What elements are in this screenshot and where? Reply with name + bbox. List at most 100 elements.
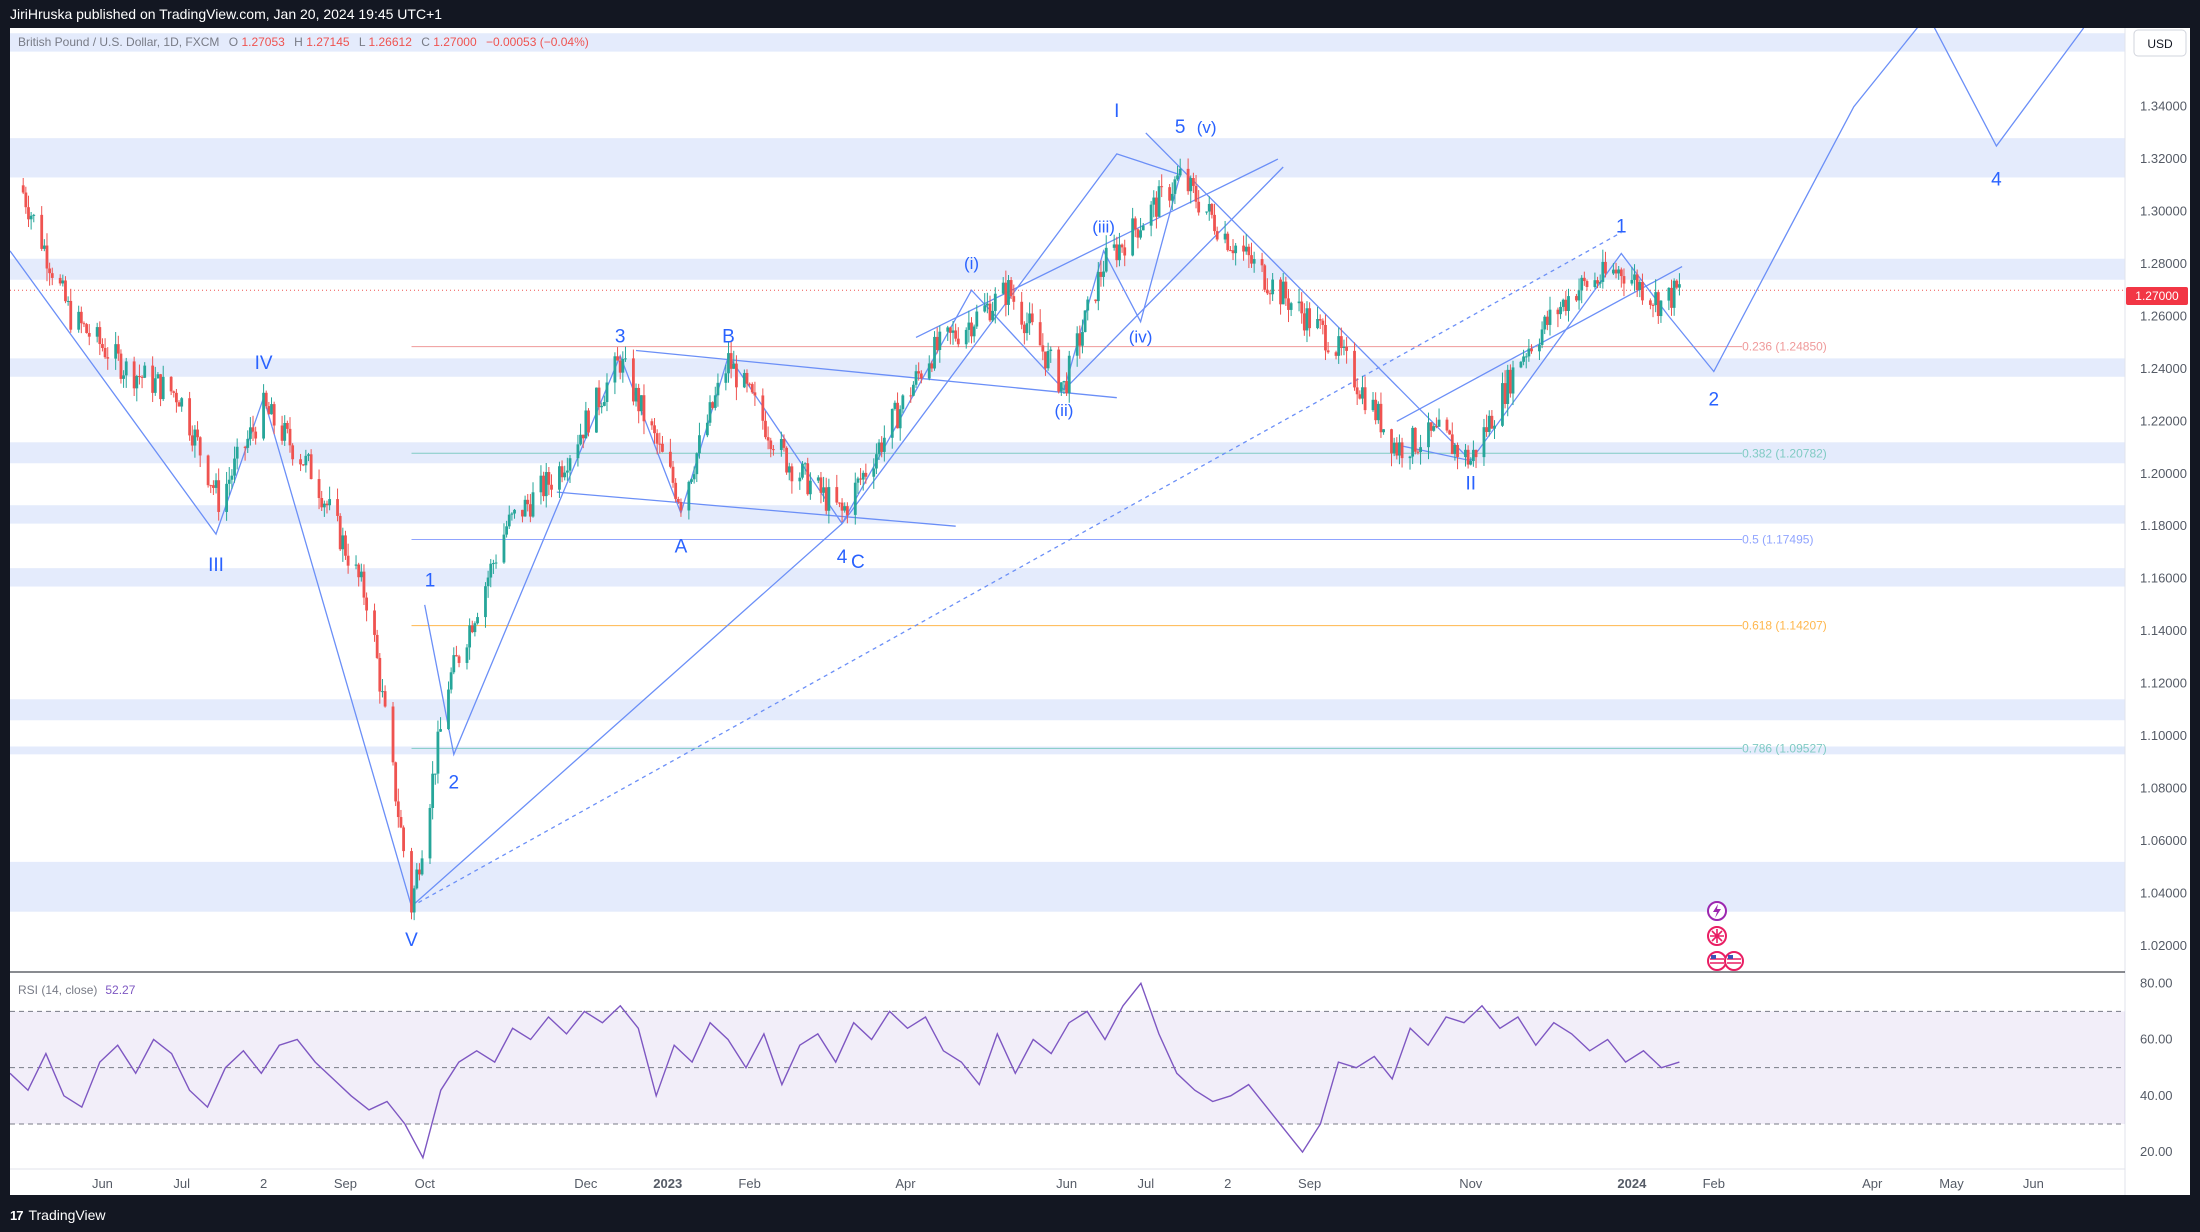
candle-body[interactable] [880,442,884,452]
candle-body[interactable] [970,322,973,337]
candle-body[interactable] [32,214,36,216]
candle-body[interactable] [1094,299,1098,302]
candle-body[interactable] [391,706,395,763]
candle-body[interactable] [1506,369,1510,404]
candle-body[interactable] [267,406,271,415]
candle-body[interactable] [1173,179,1177,194]
candle-body[interactable] [66,300,70,302]
candle-body[interactable] [991,310,995,321]
candle-body[interactable] [124,361,128,376]
candle-body[interactable] [291,445,295,460]
candle-body[interactable] [1411,427,1415,457]
candle-body[interactable] [1659,300,1663,317]
candle-body[interactable] [217,480,221,512]
candle-body[interactable] [95,327,99,337]
candle-body[interactable] [484,586,487,618]
candle-body[interactable] [288,428,292,446]
candle-body[interactable] [1371,399,1375,411]
candle-body[interactable] [882,437,886,452]
candle-body[interactable] [1059,382,1063,392]
candle-body[interactable] [735,363,738,388]
candle-body[interactable] [642,395,646,422]
candle-body[interactable] [1582,277,1586,282]
candle-body[interactable] [1577,290,1581,301]
downtrend-line[interactable] [1145,132,1472,462]
candle-body[interactable] [1596,280,1599,284]
candle-body[interactable] [64,280,67,302]
candle-body[interactable] [27,207,30,220]
candle-body[interactable] [1474,449,1478,458]
big-swing-line[interactable] [841,153,1181,524]
candle-body[interactable] [801,463,804,478]
candle-body[interactable] [1020,301,1024,325]
candle-body[interactable] [507,514,511,527]
candle-body[interactable] [1104,247,1108,272]
candle-body[interactable] [779,438,783,450]
candle-body[interactable] [624,358,627,360]
candle-body[interactable] [1638,282,1642,290]
candle-body[interactable] [595,387,598,433]
candle-body[interactable] [101,344,104,348]
candle-body[interactable] [742,372,746,388]
candle-body[interactable] [547,472,551,485]
candle-body[interactable] [1667,287,1671,301]
candle-body[interactable] [1611,269,1615,274]
candle-body[interactable] [262,392,265,439]
candle-body[interactable] [85,324,89,333]
candle-body[interactable] [227,479,231,484]
candle-body[interactable] [1564,299,1568,311]
candle-body[interactable] [1469,461,1473,465]
candle-body[interactable] [153,378,157,393]
rsi-line[interactable] [9,981,1680,1160]
candle-body[interactable] [1395,442,1399,456]
candle-body[interactable] [782,438,786,448]
candle-body[interactable] [1575,296,1578,301]
candle-body[interactable] [344,535,347,556]
candle-body[interactable] [98,327,102,345]
candle-body[interactable] [21,185,25,193]
candle-body[interactable] [447,689,450,730]
candle-body[interactable] [143,365,147,378]
impulse-channel-upper[interactable] [915,158,1279,338]
support-resistance-zone[interactable] [10,861,2125,912]
candle-body[interactable] [930,363,934,369]
candle-body[interactable] [1432,426,1436,431]
candle-body[interactable] [1374,399,1378,421]
candle-body[interactable] [452,655,456,673]
candle-body[interactable] [468,625,472,648]
candle-body[interactable] [732,363,736,369]
candle-body[interactable] [1242,245,1245,252]
candle-body[interactable] [394,762,398,802]
candle-body[interactable] [745,372,749,384]
candle-body[interactable] [1493,425,1496,429]
candle-body[interactable] [1355,387,1359,395]
candle-body[interactable] [1067,355,1071,394]
candle-body[interactable] [1633,274,1636,280]
candle-body[interactable] [1580,277,1584,291]
candle-body[interactable] [1651,304,1655,306]
candle-body[interactable] [766,437,770,441]
candle-body[interactable] [193,429,197,446]
candle-body[interactable] [1561,299,1565,307]
candle-body[interactable] [1670,287,1673,308]
candle-body[interactable] [1540,329,1544,345]
candle-body[interactable] [861,472,865,480]
candle-body[interactable] [705,422,709,436]
candle-body[interactable] [1263,265,1267,290]
candle-body[interactable] [190,435,194,446]
support-resistance-zone[interactable] [10,746,2125,755]
candle-body[interactable] [877,442,881,455]
candle-body[interactable] [845,506,849,515]
candle-body[interactable] [1453,445,1457,455]
candle-body[interactable] [1648,300,1652,305]
candle-body[interactable] [1025,323,1029,334]
candle-body[interactable] [1004,282,1008,305]
candle-body[interactable] [1012,296,1016,302]
candle-body[interactable] [1155,197,1158,217]
candle-body[interactable] [132,361,136,389]
candle-body[interactable] [938,331,942,350]
candle-body[interactable] [1271,279,1275,295]
candle-body[interactable] [1413,427,1417,452]
candle-body[interactable] [449,672,453,690]
candle-body[interactable] [1030,313,1034,323]
